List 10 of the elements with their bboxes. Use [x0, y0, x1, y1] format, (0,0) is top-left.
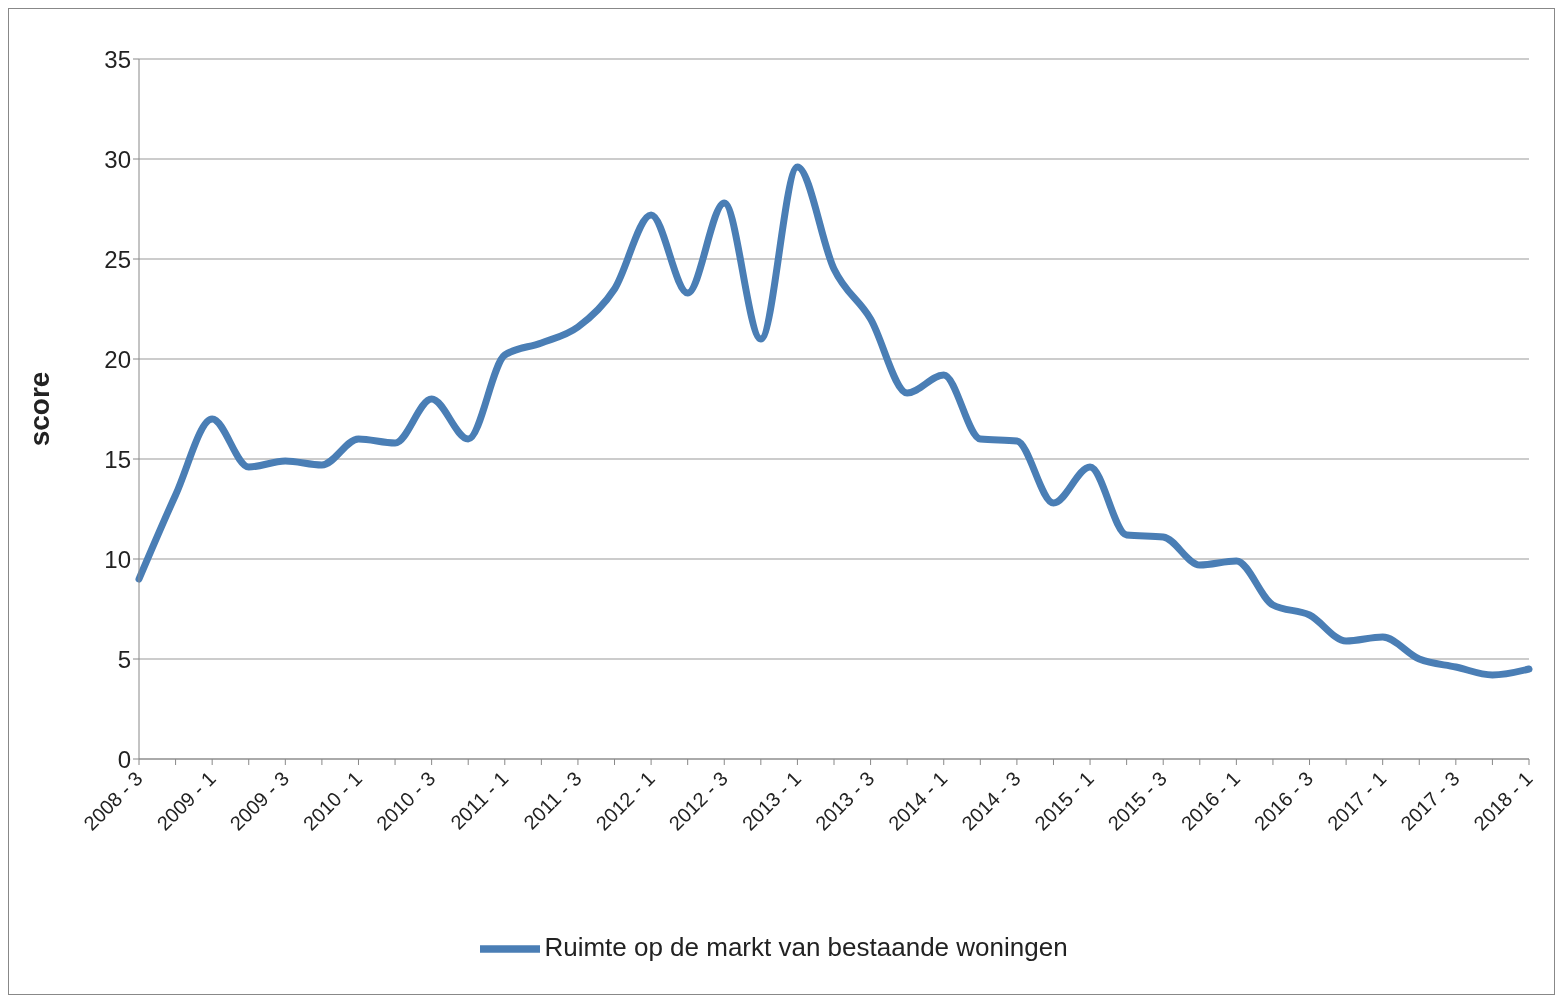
y-tick-label: 30 — [104, 145, 131, 173]
legend-label: Ruimte op de markt van bestaande woningen — [544, 931, 1068, 962]
y-tick-label: 20 — [104, 345, 131, 373]
y-tick-label: 10 — [104, 545, 131, 573]
y-tick-label: 5 — [117, 645, 131, 673]
y-tick-label: 15 — [104, 445, 131, 473]
y-tick-label: 25 — [104, 245, 131, 273]
y-tick-label: 0 — [117, 745, 131, 773]
y-tick-label: 35 — [104, 45, 131, 73]
y-axis-title: score — [23, 371, 55, 447]
